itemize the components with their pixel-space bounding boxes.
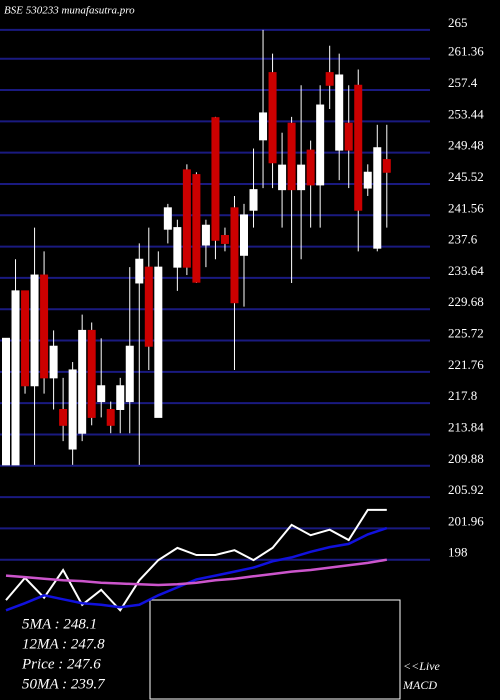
candle-body xyxy=(78,329,87,434)
y-tick-label: 217.8 xyxy=(448,388,477,403)
candle-body xyxy=(230,207,239,304)
candle-body xyxy=(49,345,58,379)
ma-label: 12MA : 247.8 xyxy=(22,636,105,652)
ma-label: Price : 247.6 xyxy=(21,656,101,672)
candle-body xyxy=(211,117,220,241)
candle-body xyxy=(40,274,49,379)
candle-body xyxy=(201,224,210,246)
candle-body xyxy=(11,290,20,466)
candle-body xyxy=(144,266,153,347)
candle-body xyxy=(106,408,115,426)
live-label: <<Live xyxy=(403,659,441,673)
candle-body xyxy=(316,104,325,186)
candle-body xyxy=(344,122,353,151)
candle-body xyxy=(259,112,268,141)
candle-body xyxy=(135,258,144,284)
y-tick-label: 257.4 xyxy=(448,75,478,90)
ma-label: 5MA : 248.1 xyxy=(22,616,97,632)
candle-body xyxy=(382,159,391,173)
y-tick-label: 209.88 xyxy=(448,451,484,466)
candle-body xyxy=(354,84,363,211)
candle-body xyxy=(21,290,30,387)
y-tick-label: 261.36 xyxy=(448,44,484,59)
candle-body xyxy=(68,369,77,450)
candle-body xyxy=(87,329,96,418)
candle-body xyxy=(287,122,296,191)
candle-body xyxy=(154,266,163,418)
y-tick-label: 241.56 xyxy=(448,200,484,215)
candle-body xyxy=(297,164,306,191)
y-tick-label: 205.92 xyxy=(448,482,484,497)
y-tick-label: 221.76 xyxy=(448,357,484,372)
candle-body xyxy=(59,408,68,426)
candle-body xyxy=(278,164,287,191)
y-tick-label: 229.68 xyxy=(448,294,484,309)
y-tick-label: 233.64 xyxy=(448,263,484,278)
y-tick-label: 265 xyxy=(448,15,468,30)
y-tick-label: 237.6 xyxy=(448,232,478,247)
chart-title: BSE 530233 munafasutra.pro xyxy=(4,5,135,17)
macd-panel xyxy=(149,599,401,700)
candle-body xyxy=(173,227,182,268)
y-tick-label: 213.84 xyxy=(448,419,484,434)
candle-body xyxy=(249,189,258,211)
candle-body xyxy=(125,345,134,403)
y-tick-label: 201.96 xyxy=(448,513,484,528)
candle-body xyxy=(220,235,229,244)
candle-body xyxy=(182,169,191,268)
candle-body xyxy=(116,385,125,410)
candle-body xyxy=(2,337,10,466)
candle-body xyxy=(97,385,106,403)
candle-body xyxy=(192,174,201,283)
y-tick-label: 198 xyxy=(448,545,468,560)
candle-body xyxy=(373,147,382,249)
candle-body xyxy=(335,74,344,151)
ma-label: 50MA : 239.7 xyxy=(22,676,106,692)
y-tick-label: 225.72 xyxy=(448,326,484,341)
indicator-line xyxy=(5,526,388,612)
candle-body xyxy=(325,72,334,86)
candle-body xyxy=(268,72,277,164)
candle-body xyxy=(30,274,39,387)
macd-label: MACD xyxy=(402,678,437,692)
indicator-line xyxy=(5,558,388,587)
y-tick-label: 245.52 xyxy=(448,169,484,184)
y-tick-label: 249.48 xyxy=(448,138,484,153)
candle-body xyxy=(363,171,372,189)
candle-body xyxy=(240,214,248,256)
candle-body xyxy=(163,207,172,230)
candle-body xyxy=(306,149,315,186)
y-tick-label: 253.44 xyxy=(448,106,484,121)
